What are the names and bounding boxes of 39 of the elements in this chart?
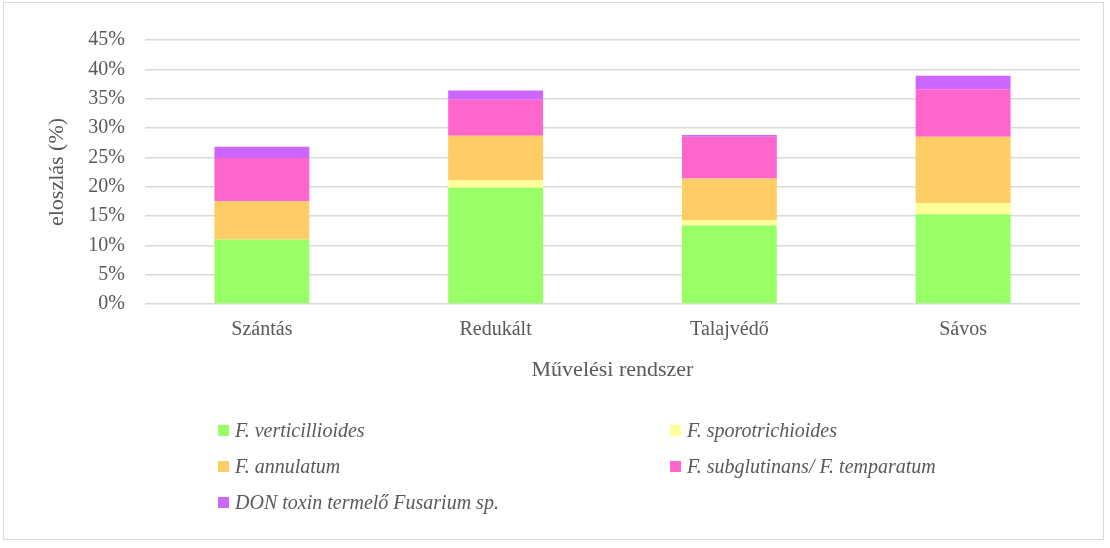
bar	[915, 75, 1011, 90]
x-tick-label: Redukált	[459, 317, 533, 340]
y-tick-label: 30%	[88, 115, 125, 138]
bar	[448, 99, 544, 136]
x-tick-label: Sávos	[939, 317, 988, 340]
bar	[214, 239, 310, 304]
bar	[214, 146, 310, 158]
bar	[448, 180, 544, 188]
bar	[214, 201, 310, 240]
bar	[915, 203, 1011, 215]
y-tick-label: 40%	[88, 56, 125, 79]
legend-label: F. sporotrichioides	[687, 418, 838, 442]
x-tick-label: Talajvédő	[690, 317, 769, 341]
bar	[214, 157, 310, 202]
legend-label: F. subglutinans/ F. temparatum	[687, 454, 936, 478]
x-axis-title: Művelési rendszer	[531, 355, 695, 381]
bar	[915, 214, 1011, 304]
bar	[915, 136, 1011, 204]
bar	[681, 225, 777, 304]
bar	[681, 136, 777, 179]
legend-label: DON toxin termelő Fusarium sp.	[235, 490, 499, 514]
bar	[448, 187, 544, 304]
y-tick-label: 35%	[88, 85, 125, 108]
y-tick-label: 5%	[98, 261, 125, 284]
y-tick-label: 10%	[88, 232, 125, 255]
y-tick-label: 15%	[88, 203, 125, 226]
y-tick-label: 45%	[88, 27, 125, 50]
x-tick-label: Szántás	[231, 317, 293, 340]
y-tick-label: 0%	[98, 291, 125, 314]
y-tick-label: 25%	[88, 144, 125, 167]
legend-label: F. verticillioides	[235, 418, 365, 442]
bar	[448, 135, 544, 181]
bar	[681, 220, 777, 226]
bar	[915, 89, 1011, 137]
legend-label: F. annulatum	[235, 454, 341, 478]
y-tick-label: 20%	[88, 173, 125, 196]
bar	[448, 90, 544, 100]
bar	[681, 178, 777, 221]
y-axis-title: eloszlás (%)	[42, 117, 68, 227]
